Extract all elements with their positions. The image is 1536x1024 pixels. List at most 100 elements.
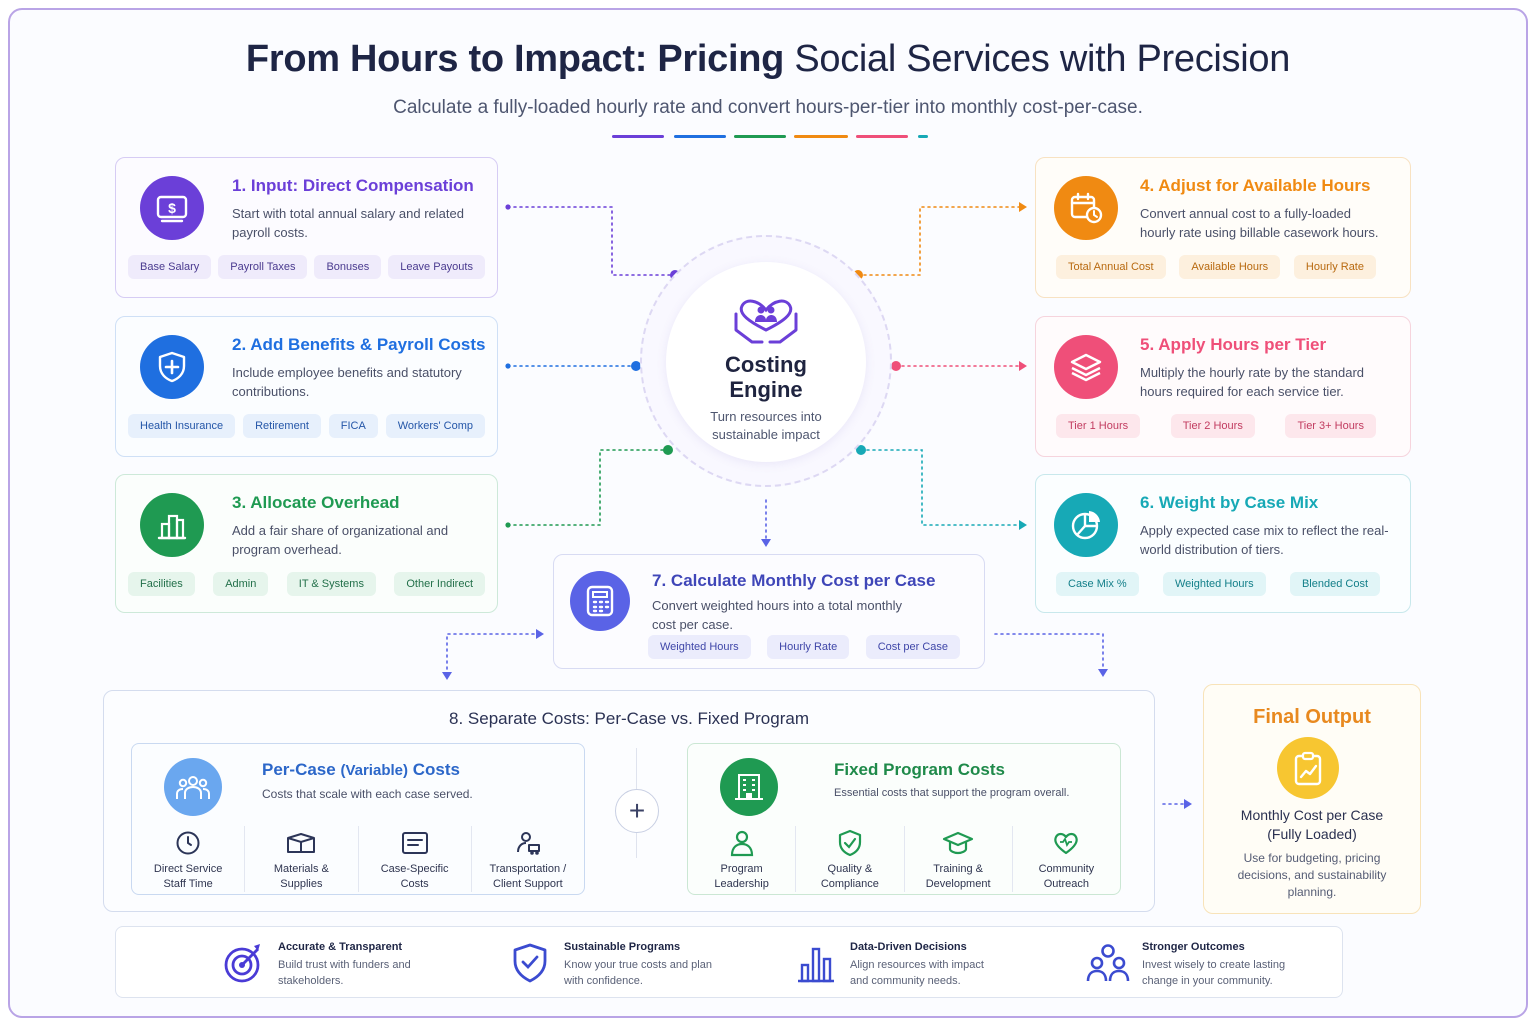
chip: Health Insurance xyxy=(128,414,236,438)
fixed-item: Community Outreach xyxy=(1011,826,1120,892)
step-2-card: 2. Add Benefits & Payroll Costs Include … xyxy=(115,316,498,457)
chip: Weighted Hours xyxy=(1162,572,1266,596)
pie-chart-icon xyxy=(1054,493,1118,557)
step-6-chips: Case Mix % Weighted Hours Blended Cost xyxy=(1056,572,1380,596)
benefit-description: Align resources with impact and communit… xyxy=(850,959,984,987)
benefit-description: Build trust with funders and stakeholder… xyxy=(278,959,411,987)
final-output-subtitle: Monthly Cost per Case (Fully Loaded) xyxy=(1240,807,1384,842)
bar-chart-icon xyxy=(798,947,834,983)
benefit-description: Know your true costs and plan with confi… xyxy=(564,959,712,987)
title-bold: From Hours to Impact: Pricing xyxy=(245,38,785,80)
benefit-description: Invest wisely to create lasting change i… xyxy=(1142,959,1286,987)
chip: Other Indirect xyxy=(394,572,485,596)
fixed-costs-panel: Fixed Program Costs Essential costs that… xyxy=(687,743,1121,895)
box-icon xyxy=(245,828,357,858)
group-icon xyxy=(1086,944,1130,982)
chip: Workers' Comp xyxy=(385,414,485,438)
step-3-description: Add a fair share of organizational and p… xyxy=(232,523,449,557)
chip: Facilities xyxy=(128,572,195,596)
chip: Admin xyxy=(213,572,269,596)
step-2-description: Include employee benefits and statutory … xyxy=(232,365,462,399)
step-3-title: 3. Allocate Overhead xyxy=(232,493,400,512)
final-output-title: Final Output xyxy=(1253,706,1371,728)
step-5-title: 5. Apply Hours per Tier xyxy=(1140,335,1327,354)
step-1-title: 1. Input: Direct Compensation xyxy=(232,176,474,195)
step-1-description: Start with total annual salary and relat… xyxy=(232,206,464,240)
final-output-description: Use for budgeting, pricing decisions, an… xyxy=(1237,851,1387,899)
office-building-icon xyxy=(720,758,778,816)
chip: Bonuses xyxy=(314,255,382,279)
person-icon xyxy=(688,828,795,858)
hub-title-line1: Costing xyxy=(725,352,807,377)
chip: Case Mix % xyxy=(1056,572,1139,596)
benefit-title: Sustainable Programs xyxy=(564,941,681,953)
plus-icon: + xyxy=(615,789,659,833)
page-title: From Hours to Impact: Pricing Social Ser… xyxy=(0,38,1536,81)
benefits-strip: Accurate & Transparent Build trust with … xyxy=(115,926,1343,998)
chip: Blended Cost xyxy=(1289,572,1380,596)
chip: Leave Payouts xyxy=(388,255,485,279)
variable-costs-title: Per-Case (Variable) Costs xyxy=(262,760,460,779)
title-light: Social Services with Precision xyxy=(794,38,1291,80)
calculator-icon xyxy=(570,571,630,631)
step-2-title: 2. Add Benefits & Payroll Costs xyxy=(232,335,486,354)
chip: Hourly Rate xyxy=(767,635,850,659)
hub-title: Costing Engine xyxy=(666,352,866,402)
hub-description: Turn resources into sustainable impact xyxy=(710,409,822,442)
document-icon xyxy=(359,828,471,858)
variable-costs-items: Direct Service Staff Time Materials & Supp… xyxy=(132,826,584,892)
step-7-title: 7. Calculate Monthly Cost per Case xyxy=(652,571,936,590)
shield-check-icon xyxy=(513,943,547,983)
benefit-title: Accurate & Transparent xyxy=(278,941,403,953)
people-icon xyxy=(164,758,222,816)
chip: Weighted Hours xyxy=(648,635,751,659)
step-1-card: $ 1. Input: Direct Compensation Start wi… xyxy=(115,157,498,298)
step-7-chips: Weighted Hours Hourly Rate Cost per Case xyxy=(648,635,960,659)
fixed-costs-items: Program Leadership Quality & Compliance Tr… xyxy=(688,826,1120,892)
fixed-item: Training & Development xyxy=(903,826,1012,892)
step-4-card: 4. Adjust for Available Hours Convert an… xyxy=(1035,157,1411,298)
fixed-item: Program Leadership xyxy=(688,826,795,892)
final-output-card xyxy=(1203,684,1421,914)
variable-item: Case-Specific Costs xyxy=(357,826,471,892)
chip: Available Hours xyxy=(1179,255,1281,279)
step-5-chips: Tier 1 Hours Tier 2 Hours Tier 3+ Hours xyxy=(1056,414,1376,438)
step-3-chips: Facilities Admin IT & Systems Other Indi… xyxy=(128,572,485,596)
heart-hands-icon xyxy=(734,299,798,344)
chip: Tier 2 Hours xyxy=(1170,414,1255,438)
step-6-description: Apply expected case mix to reflect the r… xyxy=(1140,523,1389,557)
fixed-costs-title: Fixed Program Costs xyxy=(834,760,1005,779)
step-7-card: 7. Calculate Monthly Cost per Case Conve… xyxy=(553,554,985,669)
variable-costs-panel: Per-Case (Variable) Costs Costs that sca… xyxy=(131,743,585,895)
chip: Tier 3+ Hours xyxy=(1285,414,1376,438)
step-4-title: 4. Adjust for Available Hours xyxy=(1140,176,1371,195)
step-2-chips: Health Insurance Retirement FICA Workers… xyxy=(128,414,485,438)
chip: Retirement xyxy=(243,414,321,438)
layers-icon xyxy=(1054,335,1118,399)
step-5-description: Multiply the hourly rate by the standard… xyxy=(1140,365,1365,399)
variable-item: Materials & Supplies xyxy=(244,826,357,892)
shield-plus-icon xyxy=(140,335,204,399)
step-1-chips: Base Salary Payroll Taxes Bonuses Leave … xyxy=(128,255,485,279)
page-subtitle: Calculate a fully-loaded hourly rate and… xyxy=(393,97,1143,118)
calendar-clock-icon xyxy=(1054,176,1118,240)
fixed-item: Quality & Compliance xyxy=(795,826,903,892)
chip: FICA xyxy=(328,414,378,438)
chip: Payroll Taxes xyxy=(218,255,308,279)
chip: Total Annual Cost xyxy=(1056,255,1166,279)
variable-item: Transportation / Client Support xyxy=(470,826,584,892)
benefit-title: Stronger Outcomes xyxy=(1142,941,1245,953)
section-8-title: 8. Separate Costs: Per-Case vs. Fixed Pr… xyxy=(449,709,809,728)
step-6-card: 6. Weight by Case Mix Apply expected cas… xyxy=(1035,474,1411,613)
step-5-card: 5. Apply Hours per Tier Multiply the hou… xyxy=(1035,316,1411,457)
fixed-costs-description: Essential costs that support the program… xyxy=(834,787,1070,799)
variable-item: Direct Service Staff Time xyxy=(132,826,244,892)
chip: Cost per Case xyxy=(865,635,960,659)
chip: Base Salary xyxy=(128,255,212,279)
svg-text:$: $ xyxy=(168,200,176,216)
heart-icon xyxy=(1013,828,1120,858)
color-divider xyxy=(612,135,942,139)
chip: Hourly Rate xyxy=(1293,255,1376,279)
chip: Tier 1 Hours xyxy=(1056,414,1141,438)
step-7-description: Convert weighted hours into a total mont… xyxy=(652,598,903,632)
